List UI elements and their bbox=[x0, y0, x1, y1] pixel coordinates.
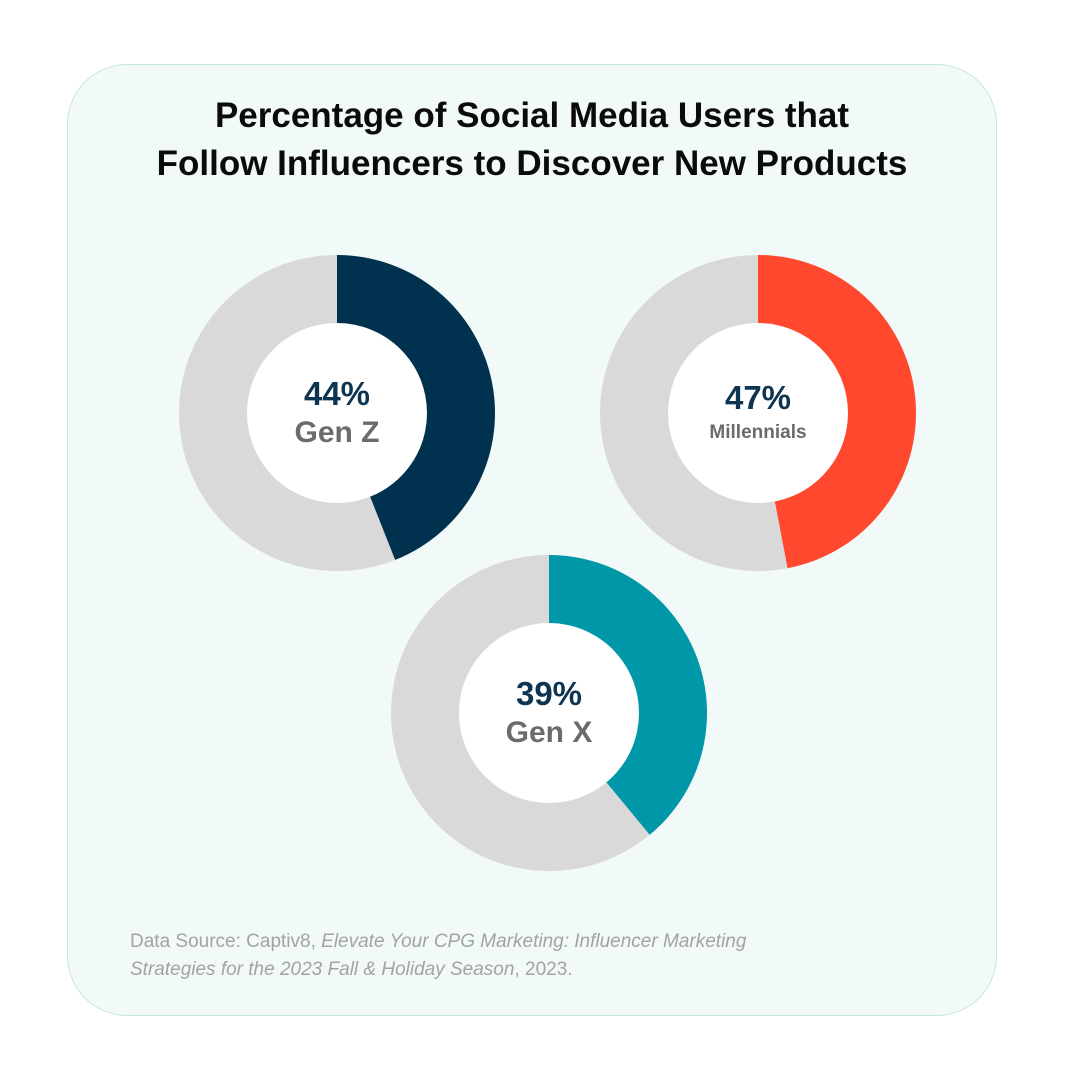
donut-category-label: Gen X bbox=[505, 716, 593, 749]
data-source-line-1: Data Source: Captiv8, Elevate Your CPG M… bbox=[130, 928, 950, 956]
donut-category-label: Gen Z bbox=[294, 416, 380, 449]
data-source-title-part-2: Strategies for the 2023 Fall & Holiday S… bbox=[130, 959, 515, 980]
data-source-note: Data Source: Captiv8, Elevate Your CPG M… bbox=[130, 928, 950, 984]
data-source-prefix: Data Source: Captiv8, bbox=[130, 931, 322, 952]
chart-title-line-1: Percentage of Social Media Users that bbox=[214, 96, 850, 135]
data-source-suffix: , 2023. bbox=[514, 959, 573, 980]
donut-percent-label: 47% bbox=[724, 379, 792, 416]
donut-gen-x: 39% Gen X bbox=[391, 555, 707, 871]
data-source-title-part-1: Elevate Your CPG Marketing: Influencer M… bbox=[321, 931, 747, 952]
chart-title-line-2: Follow Influencers to Discover New Produ… bbox=[156, 144, 908, 183]
donut-millennials: 47% Millennials bbox=[600, 255, 916, 571]
donut-percent-label: 44% bbox=[303, 375, 371, 412]
donut-hole bbox=[247, 323, 427, 503]
chart-title: Percentage of Social Media Users that Fo… bbox=[67, 92, 997, 188]
donut-category-label: Millennials bbox=[709, 422, 807, 443]
data-source-line-2: Strategies for the 2023 Fall & Holiday S… bbox=[130, 956, 950, 984]
donut-hole bbox=[459, 623, 639, 803]
donut-gen-z: 44% Gen Z bbox=[179, 255, 495, 571]
donut-hole bbox=[668, 323, 848, 503]
donut-percent-label: 39% bbox=[515, 675, 583, 712]
